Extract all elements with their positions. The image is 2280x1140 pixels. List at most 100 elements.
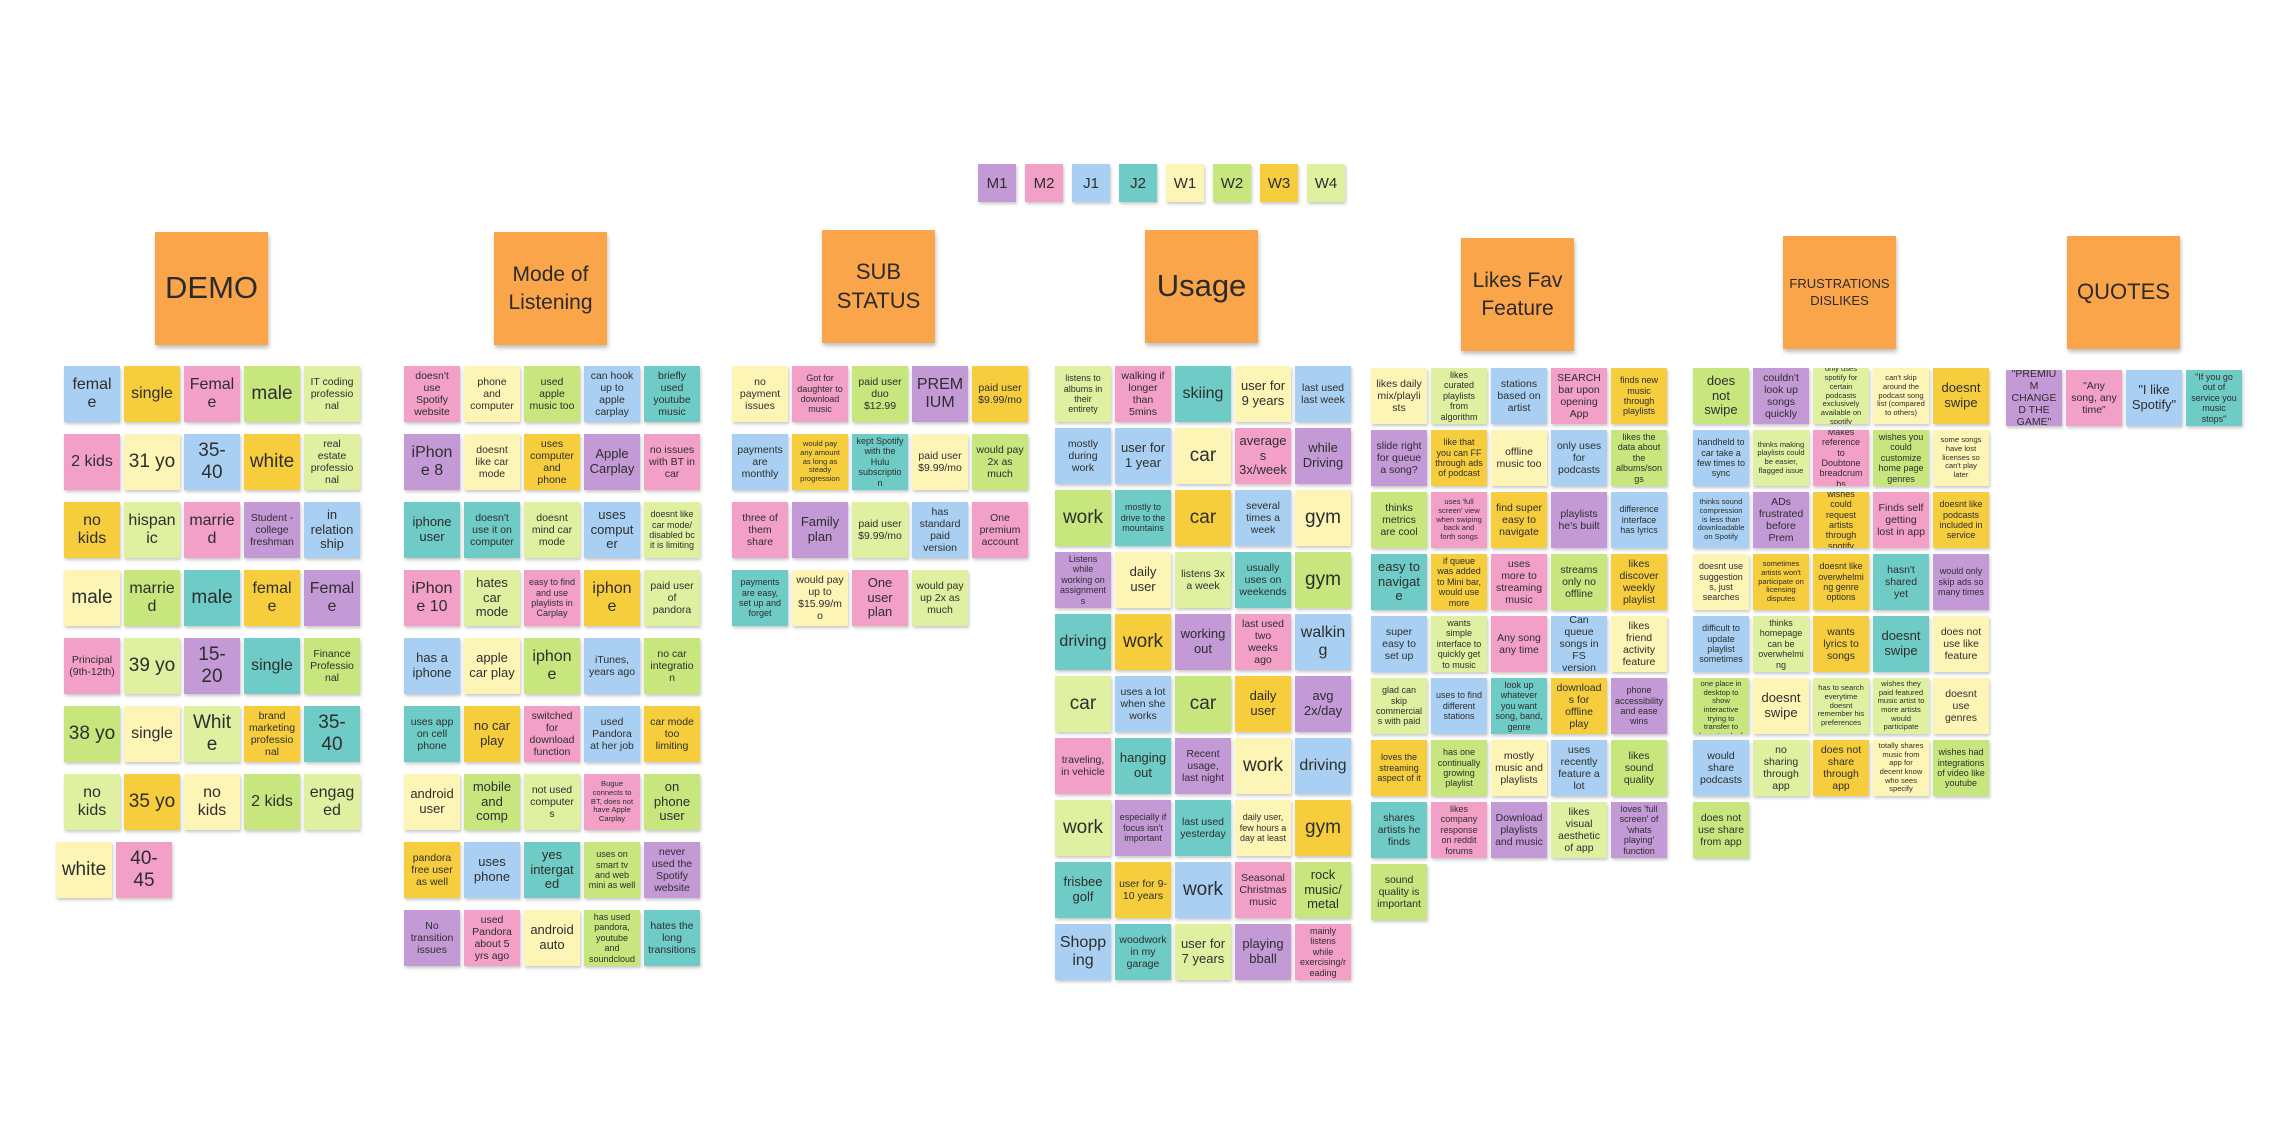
sticky-note[interactable]: phone and computer — [464, 366, 520, 422]
sticky-note[interactable]: work — [1235, 738, 1291, 794]
sticky-note[interactable]: would pay any amount as long as steady p… — [792, 434, 848, 490]
sticky-note[interactable]: Can queue songs in FS version — [1551, 616, 1607, 672]
sticky-note[interactable]: paid user $9.99/mo — [852, 502, 908, 558]
sticky-note[interactable]: last used two weeks ago — [1235, 614, 1291, 670]
sticky-note[interactable]: hates the long transitions — [644, 910, 700, 966]
sticky-note[interactable]: doesnt like car mode — [464, 434, 520, 490]
sticky-note[interactable]: work — [1055, 490, 1111, 546]
sticky-note[interactable]: thinks metrics are cool — [1371, 492, 1427, 548]
legend-note-w1[interactable]: W1 — [1166, 164, 1204, 202]
sticky-note[interactable]: male — [244, 366, 300, 422]
sticky-note[interactable]: real estate professional — [304, 434, 360, 490]
sticky-note[interactable]: male — [64, 570, 120, 626]
sticky-note[interactable]: hates car mode — [464, 570, 520, 626]
sticky-note[interactable]: in relationship — [304, 502, 360, 558]
sticky-note[interactable]: uses recently feature a lot — [1551, 740, 1607, 796]
sticky-note[interactable]: thinks homepage can be overwhelming — [1753, 616, 1809, 672]
sticky-note[interactable]: difference interface has lyrics — [1611, 492, 1667, 548]
sticky-note[interactable]: uses a lot when she works — [1115, 676, 1171, 732]
sticky-note[interactable]: Any song any time — [1491, 616, 1547, 672]
sticky-note[interactable]: likes visual aesthetic of app — [1551, 802, 1607, 858]
sticky-note[interactable]: three of them share — [732, 502, 788, 558]
sticky-note[interactable]: look up whatever you want song, band, ge… — [1491, 678, 1547, 734]
sticky-note[interactable]: couldn't look up songs quickly — [1753, 368, 1809, 424]
sticky-note[interactable]: "I like Spotify" — [2126, 370, 2182, 426]
cluster-header-frustrations-dislikes[interactable]: FRUSTRATIONS DISLIKES — [1783, 236, 1896, 349]
sticky-note[interactable]: doesnt use suggestions, just searches — [1693, 554, 1749, 610]
sticky-note[interactable]: used Pandora at her job — [584, 706, 640, 762]
sticky-note[interactable]: likes discover weekly playlist — [1611, 554, 1667, 610]
sticky-note[interactable]: traveling, in vehicle — [1055, 738, 1111, 794]
sticky-note[interactable]: would pay up to $15.99/mo — [792, 570, 848, 626]
sticky-note[interactable]: Female — [304, 570, 360, 626]
sticky-note[interactable]: paid user duo $12.99 — [852, 366, 908, 422]
sticky-note[interactable]: rock music/metal — [1295, 862, 1351, 918]
sticky-note[interactable]: walking if longer than 5mins — [1115, 366, 1171, 422]
sticky-note[interactable]: SEARCH bar upon opening App — [1551, 368, 1607, 424]
sticky-note[interactable]: no kids — [64, 774, 120, 830]
sticky-note[interactable]: no car integration — [644, 638, 700, 694]
sticky-note[interactable]: android auto — [524, 910, 580, 966]
sticky-note[interactable]: briefly used youtube music — [644, 366, 700, 422]
sticky-note[interactable]: uses computer — [584, 502, 640, 558]
legend-note-m2[interactable]: M2 — [1025, 164, 1063, 202]
sticky-note[interactable]: daily user — [1115, 552, 1171, 608]
sticky-note[interactable]: female — [64, 366, 120, 422]
sticky-note[interactable]: phone accessibility and ease wins — [1611, 678, 1667, 734]
sticky-note[interactable]: yes intergated — [524, 842, 580, 898]
sticky-note[interactable]: "PREMIUM CHANGED THE GAME" — [2006, 370, 2062, 426]
cluster-header-quotes[interactable]: QUOTES — [2067, 236, 2180, 349]
sticky-note[interactable]: playlists he's built — [1551, 492, 1607, 548]
sticky-note[interactable]: uses 'full screen' view when swiping bac… — [1431, 492, 1487, 548]
sticky-note[interactable]: paid user $9.99/mo — [912, 434, 968, 490]
sticky-note[interactable]: paid user $9.99/mo — [972, 366, 1028, 422]
sticky-note[interactable]: Bugue connects to BT, does not have Appl… — [584, 774, 640, 830]
sticky-note[interactable]: if queue was added to Mini bar, would us… — [1431, 554, 1487, 610]
sticky-note[interactable]: would share podcasts — [1693, 740, 1749, 796]
sticky-note[interactable]: single — [124, 706, 180, 762]
sticky-note[interactable]: can't skip around the podcast song list … — [1873, 368, 1929, 424]
sticky-note[interactable]: likes curated playlists from algorithm — [1431, 368, 1487, 424]
sticky-note[interactable]: Makes reference to Doubtone breadcrumbs — [1813, 430, 1869, 486]
sticky-note[interactable]: doesn't use it on computer — [464, 502, 520, 558]
sticky-note[interactable]: doesnt have one place in desktop to show… — [1693, 678, 1749, 734]
sticky-note[interactable]: offline music too — [1491, 430, 1547, 486]
sticky-note[interactable]: wishes they paid featured music artist t… — [1873, 678, 1929, 734]
sticky-note[interactable]: Got for daughter to download music — [792, 366, 848, 422]
sticky-note[interactable]: "Any song, any time" — [2066, 370, 2122, 426]
sticky-note[interactable]: difficult to update playlist sometimes — [1693, 616, 1749, 672]
sticky-note[interactable]: no car play — [464, 706, 520, 762]
sticky-note[interactable]: doesn't use Spotify website — [404, 366, 460, 422]
sticky-note[interactable]: loves the streaming aspect of it — [1371, 740, 1427, 796]
sticky-note[interactable]: "If you go out of service you music stop… — [2186, 370, 2242, 426]
sticky-note[interactable]: iTunes, years ago — [584, 638, 640, 694]
sticky-note[interactable]: doesnt like overwhelming genre options — [1813, 554, 1869, 610]
sticky-note[interactable]: Recent usage, last night — [1175, 738, 1231, 794]
sticky-note[interactable]: car — [1055, 676, 1111, 732]
sticky-note[interactable]: 31 yo — [124, 434, 180, 490]
sticky-note[interactable]: user for 9-10 years — [1115, 862, 1171, 918]
sticky-note[interactable]: driving — [1055, 614, 1111, 670]
sticky-note[interactable]: uses to find different stations — [1431, 678, 1487, 734]
sticky-note[interactable]: likes daily mix/playlists — [1371, 368, 1427, 424]
sticky-note[interactable]: hispanic — [124, 502, 180, 558]
sticky-note[interactable]: iphone user — [404, 502, 460, 558]
sticky-note[interactable]: skiing — [1175, 366, 1231, 422]
sticky-note[interactable]: mostly music and playlists — [1491, 740, 1547, 796]
legend-note-w4[interactable]: W4 — [1307, 164, 1345, 202]
sticky-note[interactable]: apple car play — [464, 638, 520, 694]
sticky-note[interactable]: switched for download function — [524, 706, 580, 762]
sticky-note[interactable]: no sharing through app — [1753, 740, 1809, 796]
sticky-note[interactable]: wants lyrics to songs — [1813, 616, 1869, 672]
sticky-note[interactable]: has to search everytime doesnt remember … — [1813, 678, 1869, 734]
sticky-note[interactable]: engaged — [304, 774, 360, 830]
sticky-note[interactable]: slide right for queue a song? — [1371, 430, 1427, 486]
sticky-note[interactable]: has one continually growing playlist — [1431, 740, 1487, 796]
sticky-note[interactable]: no payment issues — [732, 366, 788, 422]
sticky-note[interactable]: likes friend activity feature — [1611, 616, 1667, 672]
sticky-note[interactable]: Principal (9th-12th) — [64, 638, 120, 694]
sticky-note[interactable]: mainly listens while exercising/reading — [1295, 924, 1351, 980]
sticky-note[interactable]: used apple music too — [524, 366, 580, 422]
sticky-note[interactable]: some songs have lost licenses so can't p… — [1933, 430, 1989, 486]
sticky-note[interactable]: work — [1055, 800, 1111, 856]
